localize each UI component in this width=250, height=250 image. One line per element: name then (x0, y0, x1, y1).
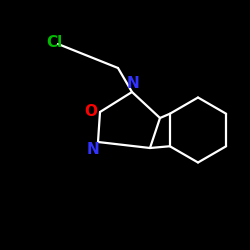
Text: Cl: Cl (46, 35, 62, 50)
Text: N: N (86, 142, 99, 156)
Text: N: N (127, 76, 140, 92)
Text: O: O (84, 104, 97, 120)
